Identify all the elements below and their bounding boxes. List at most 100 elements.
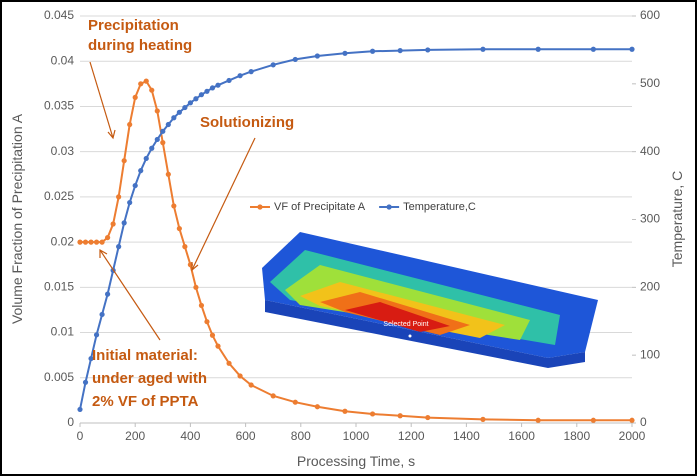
data-point [480,417,485,422]
y2-tick-label: 300 [640,212,660,226]
data-point [536,47,541,52]
data-point [193,285,198,290]
data-point [629,418,634,423]
annotation: Initial material: [92,347,198,364]
x-tick-label: 1000 [343,429,370,443]
data-point [133,95,138,100]
data-point [370,49,375,54]
data-point [425,415,430,420]
data-point [177,110,182,115]
y-tick-label: 0.01 [51,325,75,339]
data-point [83,240,88,245]
data-point [226,78,231,83]
data-point [144,79,149,84]
data-point [99,312,104,317]
data-point [105,235,110,240]
data-point [171,203,176,208]
data-point [315,53,320,58]
data-point [105,292,110,297]
data-point [425,47,430,52]
y-tick-label: 0.005 [44,370,74,384]
data-point [480,47,485,52]
chart: 00.0050.010.0150.020.0250.030.0350.040.0… [0,0,697,476]
data-point [237,373,242,378]
data-point [342,409,347,414]
x-tick-label: 800 [291,429,311,443]
data-point [370,411,375,416]
data-point [99,240,104,245]
x-tick-label: 200 [125,429,145,443]
data-point [199,92,204,97]
data-point [122,220,127,225]
data-point [83,380,88,385]
annotation: 2% VF of PPTA [92,393,199,410]
data-point [116,244,121,249]
data-point [629,47,634,52]
data-point [160,140,165,145]
x-tick-label: 1200 [398,429,425,443]
data-point [138,168,143,173]
y-tick-label: 0.025 [44,189,74,203]
data-point [271,393,276,398]
data-point [591,47,596,52]
y-tick-label: 0.02 [51,234,75,248]
y-tick-label: 0.04 [51,53,75,67]
data-point [94,240,99,245]
data-point [127,122,132,127]
data-point [171,115,176,120]
data-point [160,129,165,134]
x-tick-label: 2000 [619,429,646,443]
data-point [166,122,171,127]
annotation: under aged with [92,370,207,387]
data-point [342,51,347,56]
data-point [77,240,82,245]
data-point [149,88,154,93]
data-point [177,226,182,231]
inset-label: Selected Point [383,321,428,328]
data-point [193,96,198,101]
annotation: during heating [88,37,192,54]
data-point [271,62,276,67]
data-point [94,332,99,337]
data-point [204,319,209,324]
data-point [138,81,143,86]
y-tick-label: 0.015 [44,280,74,294]
data-point [293,400,298,405]
data-point [226,361,231,366]
legend-marker [387,204,392,209]
data-point [182,244,187,249]
data-point [215,344,220,349]
data-point [188,100,193,105]
data-point [398,48,403,53]
annotation: Solutionizing [200,114,294,131]
data-point [88,240,93,245]
data-point [155,108,160,113]
y-tick-label: 0.035 [44,99,74,113]
data-point [215,83,220,88]
y2-tick-label: 400 [640,144,660,158]
x-tick-label: 1400 [453,429,480,443]
y-tick-label: 0 [67,415,74,429]
x-tick-label: 600 [236,429,256,443]
data-point [210,333,215,338]
y2-tick-label: 100 [640,347,660,361]
data-point [199,303,204,308]
legend-label: VF of Precipitate A [274,201,366,213]
data-point [591,418,596,423]
data-point [116,194,121,199]
data-point [122,158,127,163]
y2-tick-label: 600 [640,8,660,22]
y2-tick-label: 500 [640,76,660,90]
data-point [155,137,160,142]
data-point [149,146,154,151]
data-point [144,156,149,161]
data-point [315,404,320,409]
x-tick-label: 0 [77,429,84,443]
data-point [293,57,298,62]
data-point [166,172,171,177]
data-point [398,413,403,418]
data-point [133,183,138,188]
data-point [127,200,132,205]
x-axis-title: Processing Time, s [297,453,415,469]
data-point [249,382,254,387]
